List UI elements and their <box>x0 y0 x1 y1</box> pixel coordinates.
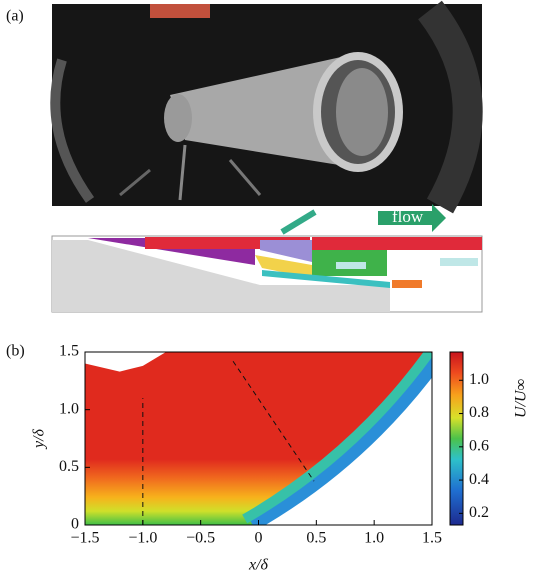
panel-label: (a) <box>6 8 24 25</box>
no-data-region <box>265 377 432 525</box>
colorbar-label: U/U∞ <box>513 379 530 418</box>
y-axis-label: y/δ <box>31 428 48 450</box>
x-tick-label: 0 <box>255 530 263 547</box>
colorbar-tick-label: 0.4 <box>469 471 489 488</box>
panel-label: (b) <box>6 343 25 360</box>
x-tick-label: −1.5 <box>70 530 99 547</box>
x-tick-label: 0.5 <box>306 530 326 547</box>
flow-label: flow <box>392 207 424 226</box>
colorbar-tick-label: 0.8 <box>469 404 489 421</box>
near-wall-band <box>242 352 432 524</box>
no-data-region <box>85 352 166 372</box>
x-tick-label: 1.0 <box>364 530 384 547</box>
y-tick-label: 1.0 <box>59 400 79 417</box>
y-tick-label: 0.5 <box>59 458 79 475</box>
photo <box>50 0 483 214</box>
x-tick-label: 1.5 <box>422 530 442 547</box>
colorbar-tick-label: 1.0 <box>469 371 489 388</box>
y-tick-label: 0 <box>71 516 79 533</box>
colorbar <box>449 351 464 526</box>
y-tick-label: 1.5 <box>59 343 79 360</box>
dashed-line <box>232 360 315 482</box>
colorbar-tick-label: 0.6 <box>469 437 489 454</box>
contour-field <box>85 352 432 525</box>
near-wall-band <box>247 352 432 525</box>
x-tick-label: −0.5 <box>186 530 215 547</box>
colorbar-tick-label: 0.2 <box>469 504 489 521</box>
schematic: flow <box>51 204 483 313</box>
x-tick-label: −1.0 <box>128 530 157 547</box>
x-axis-label: x/δ <box>248 557 269 574</box>
